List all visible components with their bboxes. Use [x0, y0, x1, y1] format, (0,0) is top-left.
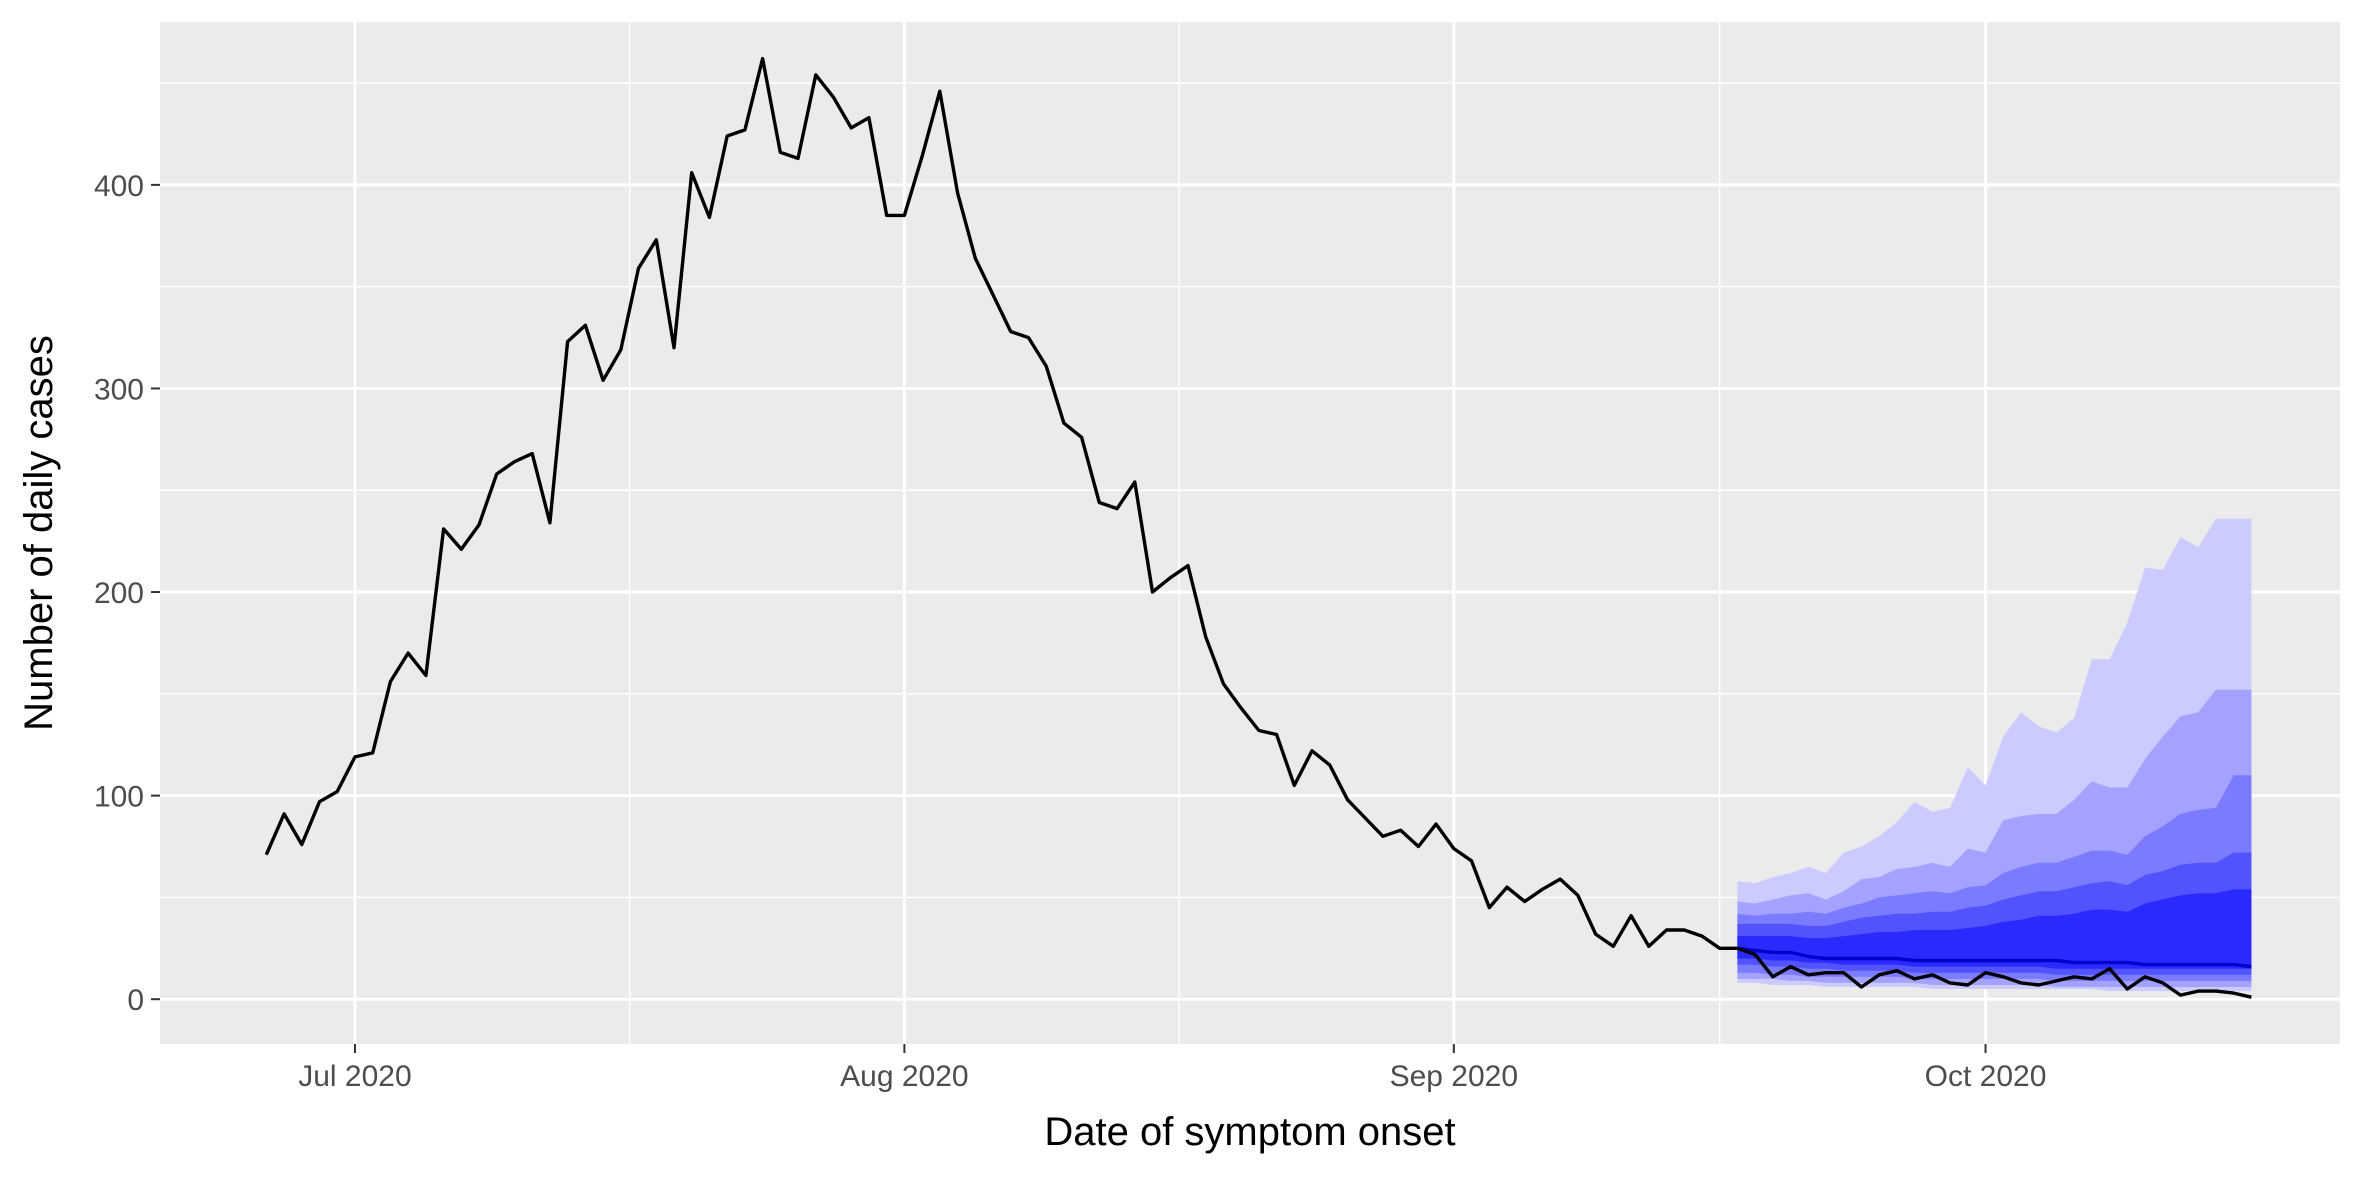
- x-tick-label: Aug 2020: [840, 1060, 968, 1093]
- x-axis-title: Date of symptom onset: [1044, 1110, 1455, 1154]
- minor-grid: [160, 22, 2340, 1044]
- y-tick-label: 300: [94, 373, 144, 406]
- y-tick-label: 0: [127, 984, 144, 1017]
- x-axis: Jul 2020 Aug 2020 Sep 2020 Oct 2020: [298, 1044, 2046, 1093]
- forecast-median-line: [1737, 946, 2252, 969]
- y-tick-label: 100: [94, 781, 144, 814]
- y-axis-title: Number of daily cases: [17, 335, 61, 731]
- y-tick-label: 200: [94, 577, 144, 610]
- observed-cases-line: [264, 56, 2252, 999]
- y-tick-label: 400: [94, 170, 144, 203]
- x-tick-label: Jul 2020: [298, 1060, 411, 1093]
- forecast-bands: [1737, 518, 2252, 992]
- y-axis: 0 100 200 300 400: [94, 170, 160, 1017]
- x-tick-label: Sep 2020: [1390, 1060, 1518, 1093]
- forecast-band-10pct: [1737, 889, 2252, 969]
- x-tick-label: Oct 2020: [1925, 1060, 2047, 1093]
- series-lines: [264, 56, 2252, 999]
